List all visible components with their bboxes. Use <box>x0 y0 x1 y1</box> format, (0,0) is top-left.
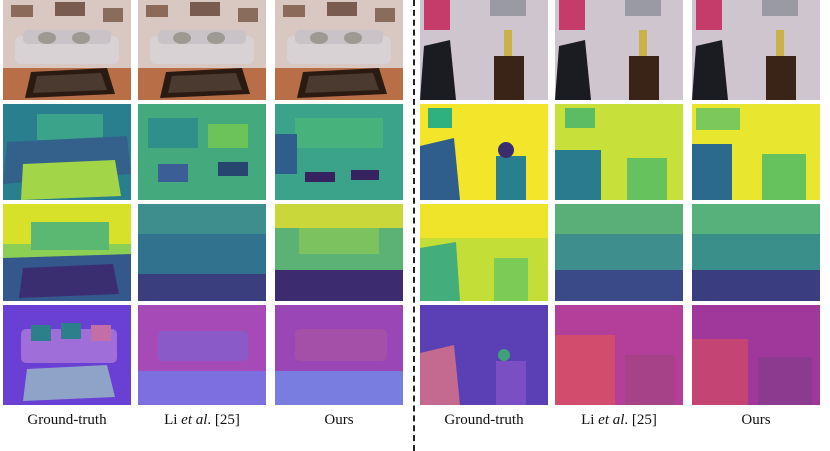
caption-li-et-al: Li et al. [25] <box>164 412 240 428</box>
normals-office-ours <box>692 305 820 405</box>
rgb-living-room-li <box>138 0 266 100</box>
caption-ours: Ours <box>741 412 771 428</box>
rgb-office-ours <box>692 0 820 100</box>
depth-office-ground-truth <box>420 204 548 301</box>
segmentation-living-room-li <box>138 104 266 200</box>
segmentation-living-room-ours <box>275 104 403 200</box>
rgb-office-li <box>555 0 683 100</box>
depth-office-ours <box>692 204 820 301</box>
segmentation-office-ours <box>692 104 820 200</box>
caption-ground-truth: Ground-truth <box>27 412 107 428</box>
dashed-divider <box>413 0 415 451</box>
segmentation-living-room-ground-truth <box>3 104 131 200</box>
depth-office-li <box>555 204 683 301</box>
left-scene-panel: Ground-truth Li et al. [25] Ours <box>3 0 403 428</box>
rgb-living-room-ground-truth <box>3 0 131 100</box>
right-scene-panel: Ground-truth Li et al. [25] Ours <box>420 0 820 428</box>
segmentation-office-ground-truth <box>420 104 548 200</box>
rgb-living-room-ours <box>275 0 403 100</box>
normals-office-li <box>555 305 683 405</box>
depth-living-room-ours <box>275 204 403 301</box>
normals-living-room-li <box>138 305 266 405</box>
normals-living-room-ours <box>275 305 403 405</box>
caption-ours: Ours <box>324 412 354 428</box>
segmentation-office-li <box>555 104 683 200</box>
normals-office-ground-truth <box>420 305 548 405</box>
caption-li-et-al: Li et al. [25] <box>581 412 657 428</box>
rgb-office-ground-truth <box>420 0 548 100</box>
normals-living-room-ground-truth <box>3 305 131 405</box>
depth-living-room-li <box>138 204 266 301</box>
caption-ground-truth: Ground-truth <box>444 412 524 428</box>
depth-living-room-ground-truth <box>3 204 131 301</box>
